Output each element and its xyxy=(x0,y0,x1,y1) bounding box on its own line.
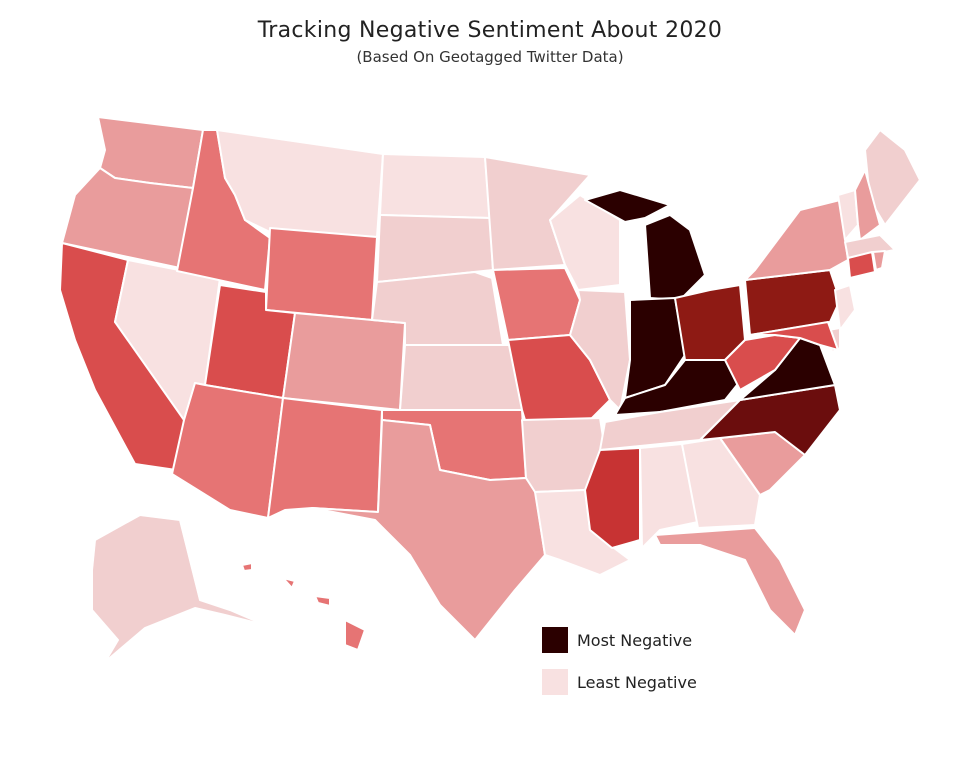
state-wi[interactable] xyxy=(549,194,621,291)
state-hi[interactable] xyxy=(241,562,366,651)
state-fl[interactable] xyxy=(654,527,806,636)
state-ks[interactable] xyxy=(399,344,523,411)
state-nm[interactable] xyxy=(267,397,383,519)
state-az[interactable] xyxy=(171,382,284,519)
state-co[interactable] xyxy=(282,312,406,411)
state-al[interactable] xyxy=(639,443,699,549)
legend-label-most: Most Negative xyxy=(577,630,693,650)
state-wy[interactable] xyxy=(265,227,378,321)
state-ri[interactable] xyxy=(872,250,886,271)
state-ny[interactable] xyxy=(744,199,849,281)
state-ct[interactable] xyxy=(847,251,876,279)
state-ma[interactable] xyxy=(844,234,896,259)
legend-swatch-most xyxy=(542,627,568,653)
state-nj[interactable] xyxy=(834,284,856,331)
state-nd[interactable] xyxy=(379,153,491,219)
map-subtitle: (Based On Geotagged Twitter Data) xyxy=(356,48,624,66)
state-md[interactable] xyxy=(749,321,839,351)
state-nh[interactable] xyxy=(854,169,881,241)
state-oh[interactable] xyxy=(674,284,746,361)
legend-swatch-least xyxy=(542,669,568,695)
state-mi[interactable] xyxy=(584,189,706,301)
state-il[interactable] xyxy=(569,289,631,411)
state-tx[interactable] xyxy=(311,419,546,641)
map-legend: Most Negative Least Negative xyxy=(542,626,697,710)
state-ak[interactable] xyxy=(91,514,266,663)
legend-item-most: Most Negative xyxy=(542,626,697,654)
legend-item-least: Least Negative xyxy=(542,668,697,696)
legend-label-least: Least Negative xyxy=(577,672,697,692)
state-ia[interactable] xyxy=(492,267,581,341)
map-title: Tracking Negative Sentiment About 2020 xyxy=(257,18,723,43)
